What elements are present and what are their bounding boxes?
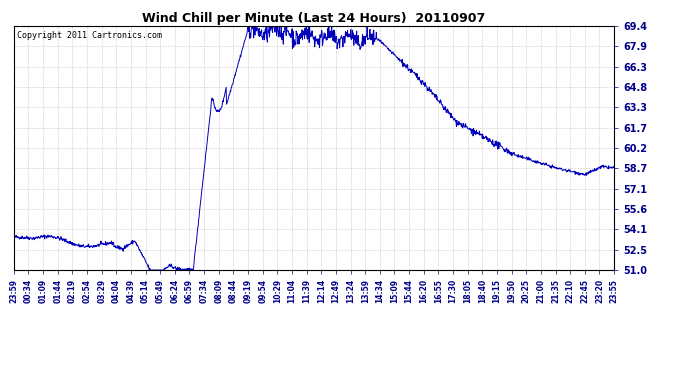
Title: Wind Chill per Minute (Last 24 Hours)  20110907: Wind Chill per Minute (Last 24 Hours) 20… — [142, 12, 486, 25]
Text: Copyright 2011 Cartronics.com: Copyright 2011 Cartronics.com — [17, 31, 161, 40]
